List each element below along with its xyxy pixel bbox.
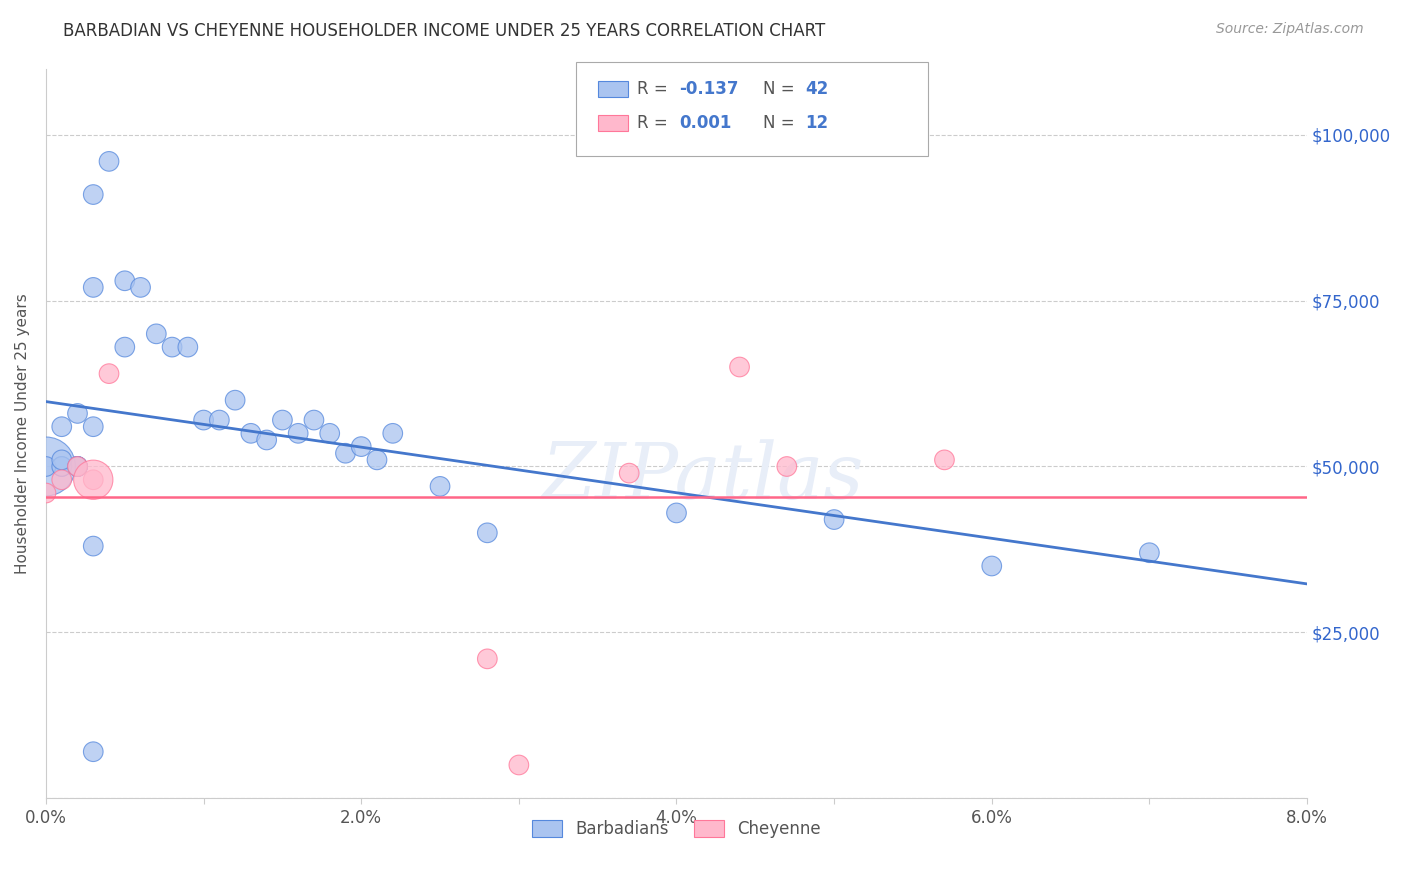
Point (82, 473, 104, 487)
Point (980, 559, 1002, 574)
Point (51, 459, 73, 474)
Text: R =: R = (637, 114, 673, 132)
Point (66, 406, 89, 420)
Point (66, 459, 89, 474)
Text: BARBADIAN VS CHEYENNE HOUSEHOLDER INCOME UNDER 25 YEARS CORRELATION CHART: BARBADIAN VS CHEYENNE HOUSEHOLDER INCOME… (63, 22, 825, 40)
Point (35, 459, 58, 474)
Point (98, 367, 121, 381)
Point (82, 280, 104, 294)
Point (508, 758, 530, 772)
Text: 0.001: 0.001 (679, 114, 731, 132)
Point (318, 426, 340, 441)
Point (823, 512, 845, 526)
Point (381, 426, 404, 441)
Point (51, 419, 73, 434)
Text: N =: N = (763, 80, 800, 98)
Point (35, 459, 58, 474)
Point (114, 340, 136, 354)
Point (193, 413, 215, 427)
Point (66, 459, 89, 474)
Point (665, 506, 688, 520)
Point (429, 479, 451, 493)
Point (82, 419, 104, 434)
Point (350, 440, 373, 454)
Text: ZIPatlas: ZIPatlas (540, 439, 863, 516)
Point (477, 525, 499, 540)
Point (82, 187, 104, 202)
Point (66, 459, 89, 474)
Point (287, 426, 309, 441)
Point (114, 274, 136, 288)
Point (51, 459, 73, 474)
Point (98, 154, 121, 169)
Point (66, 459, 89, 474)
Point (335, 446, 357, 460)
Y-axis label: Householder Income Under 25 years: Householder Income Under 25 years (15, 293, 30, 574)
Text: 42: 42 (806, 80, 830, 98)
Point (728, 359, 751, 374)
Point (256, 433, 278, 447)
Point (160, 340, 183, 354)
Legend: Barbadians, Cheyenne: Barbadians, Cheyenne (526, 813, 828, 845)
Point (35, 486, 58, 500)
Point (239, 426, 262, 441)
Point (51, 453, 73, 467)
Point (271, 413, 294, 427)
Point (145, 326, 167, 341)
Text: 12: 12 (806, 114, 828, 132)
Point (619, 466, 641, 480)
Text: N =: N = (763, 114, 800, 132)
Point (366, 453, 388, 467)
Text: -0.137: -0.137 (679, 80, 738, 98)
Text: Source: ZipAtlas.com: Source: ZipAtlas.com (1216, 22, 1364, 37)
Point (82, 473, 104, 487)
Point (477, 652, 499, 666)
Point (129, 280, 152, 294)
Point (82, 745, 104, 759)
Point (302, 413, 325, 427)
Point (177, 340, 200, 354)
Point (776, 459, 799, 474)
Point (224, 393, 246, 408)
Point (208, 413, 231, 427)
Point (934, 453, 956, 467)
Point (51, 459, 73, 474)
Point (51, 473, 73, 487)
Point (82, 539, 104, 553)
Point (1137, 546, 1160, 560)
Text: R =: R = (637, 80, 673, 98)
